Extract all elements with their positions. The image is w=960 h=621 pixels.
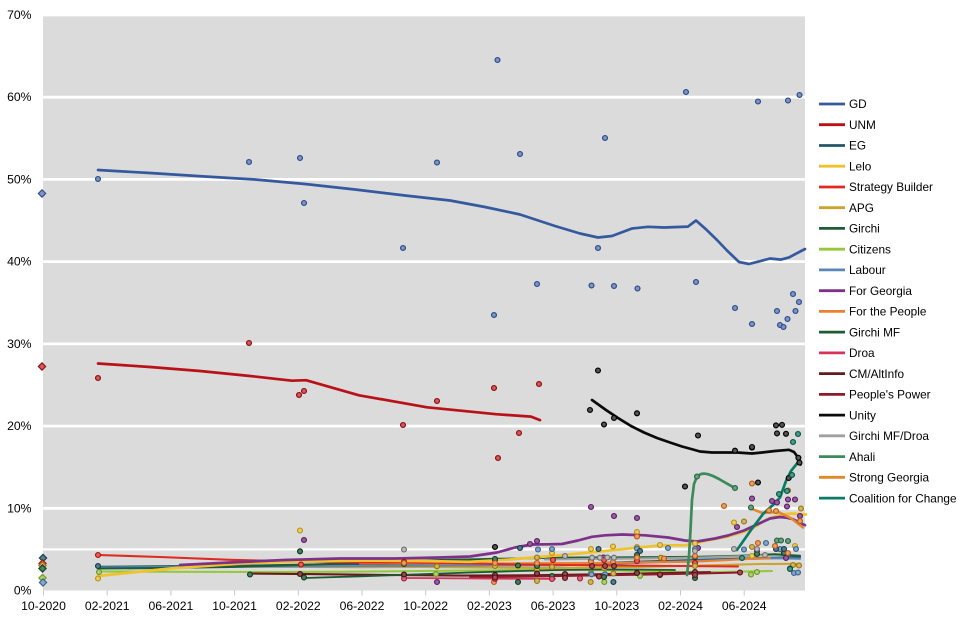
svg-text:0%: 0% — [14, 584, 32, 598]
svg-text:Girchi MF: Girchi MF — [849, 325, 900, 339]
svg-text:50%: 50% — [7, 172, 32, 186]
svg-text:10-2020: 10-2020 — [21, 599, 66, 613]
svg-text:For the People: For the People — [849, 305, 927, 319]
svg-text:10-2023: 10-2023 — [594, 599, 639, 613]
svg-text:GD: GD — [849, 97, 867, 111]
svg-text:Girchi MF/Droa: Girchi MF/Droa — [849, 429, 929, 443]
svg-text:20%: 20% — [7, 419, 32, 433]
svg-text:For Georgia: For Georgia — [849, 284, 912, 298]
svg-text:02-2023: 02-2023 — [467, 599, 512, 613]
svg-text:06-2024: 06-2024 — [722, 599, 767, 613]
svg-text:Girchi: Girchi — [849, 222, 880, 236]
svg-text:UNM: UNM — [849, 118, 876, 132]
svg-text:10-2022: 10-2022 — [403, 599, 448, 613]
svg-text:60%: 60% — [7, 90, 32, 104]
svg-text:Citizens: Citizens — [849, 242, 891, 256]
svg-text:Coalition for Change: Coalition for Change — [849, 491, 957, 505]
svg-text:02-2024: 02-2024 — [658, 599, 703, 613]
svg-text:Droa: Droa — [849, 346, 875, 360]
svg-text:10%: 10% — [7, 501, 32, 515]
svg-text:70%: 70% — [7, 8, 32, 22]
svg-text:06-2023: 06-2023 — [531, 599, 576, 613]
svg-text:30%: 30% — [7, 337, 32, 351]
svg-text:People's Power: People's Power — [849, 388, 931, 402]
svg-text:Strong Georgia: Strong Georgia — [849, 471, 929, 485]
svg-text:Unity: Unity — [849, 408, 876, 422]
svg-text:10-2021: 10-2021 — [212, 599, 257, 613]
svg-text:02-2022: 02-2022 — [276, 599, 321, 613]
svg-text:EG: EG — [849, 139, 866, 153]
svg-text:CM/AltInfo: CM/AltInfo — [849, 367, 905, 381]
svg-text:Labour: Labour — [849, 263, 886, 277]
svg-text:40%: 40% — [7, 255, 32, 269]
svg-text:06-2022: 06-2022 — [340, 599, 385, 613]
svg-text:06-2021: 06-2021 — [149, 599, 194, 613]
svg-text:Ahali: Ahali — [849, 450, 875, 464]
svg-text:Strategy Builder: Strategy Builder — [849, 180, 933, 194]
svg-text:APG: APG — [849, 201, 874, 215]
svg-text:Lelo: Lelo — [849, 159, 872, 173]
svg-text:02-2021: 02-2021 — [85, 599, 130, 613]
